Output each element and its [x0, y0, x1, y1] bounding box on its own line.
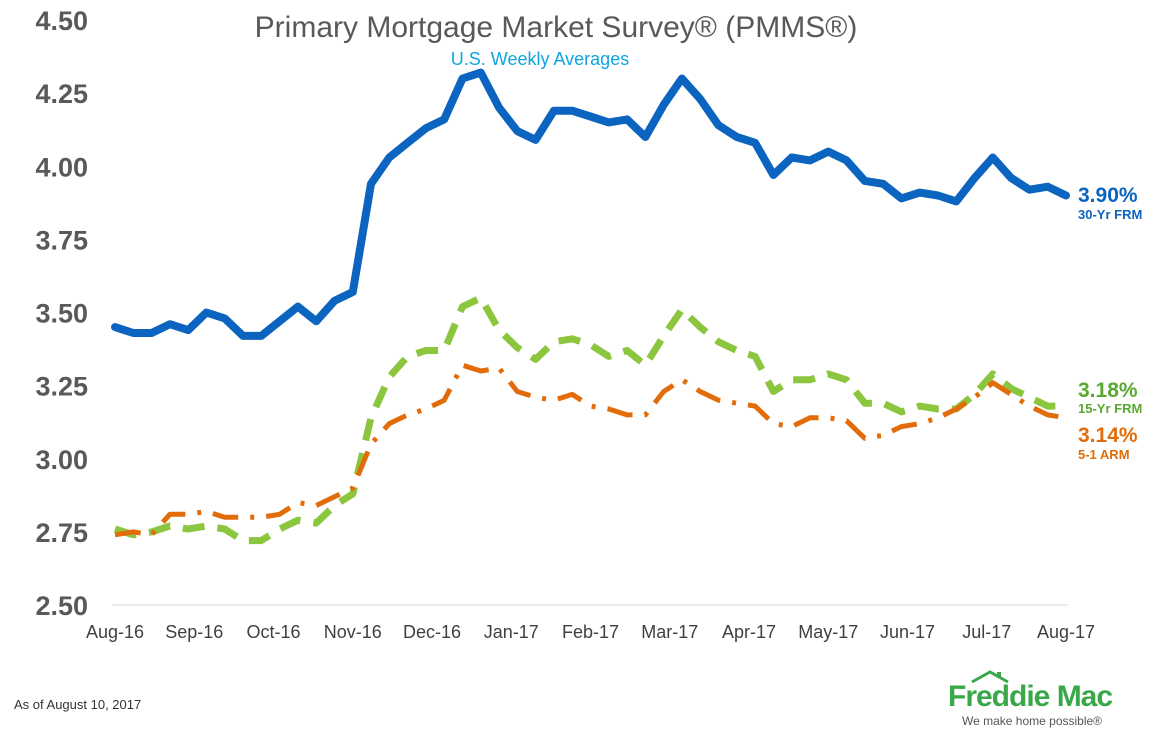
freddie-mac-logo: Freddie Mac We make home possible® — [948, 670, 1138, 728]
x-tick-label: Mar-17 — [641, 622, 698, 642]
as-of-date-note: As of August 10, 2017 — [14, 697, 142, 712]
end-value-label: 3.14% — [1078, 424, 1138, 447]
x-tick-label: Dec-16 — [403, 622, 461, 642]
x-tick-label: Nov-16 — [324, 622, 382, 642]
y-tick-label: 3.00 — [35, 445, 88, 475]
x-tick-label: Jul-17 — [962, 622, 1011, 642]
x-tick-label: Jan-17 — [484, 622, 539, 642]
y-tick-label: 4.00 — [35, 152, 88, 182]
series-line-5-1-arm — [114, 362, 1067, 538]
x-tick-label: Jun-17 — [880, 622, 935, 642]
chart-title: Primary Mortgage Market Survey® (PMMS®) — [255, 11, 858, 44]
chart-subtitle: U.S. Weekly Averages — [451, 49, 629, 69]
logo-tagline: We make home possible® — [962, 714, 1103, 728]
y-tick-label: 3.75 — [35, 225, 88, 255]
y-axis-ticks: 4.50 4.25 4.00 3.75 3.50 3.25 3.00 2.75 2.50 — [35, 6, 88, 621]
x-tick-label: May-17 — [798, 622, 858, 642]
x-tick-label: Sep-16 — [165, 622, 223, 642]
y-tick-label: 3.25 — [35, 372, 88, 402]
series-lines — [111, 68, 1070, 545]
series-line-30-yr-frm — [111, 68, 1070, 340]
y-tick-label: 2.50 — [35, 591, 88, 621]
y-tick-label: 4.50 — [35, 6, 88, 36]
x-axis-ticks: Aug-16 Sep-16 Oct-16 Nov-16 Dec-16 Jan-17 Feb-… — [86, 622, 1095, 642]
x-tick-label: Aug-16 — [86, 622, 144, 642]
end-value-label: 3.18% — [1078, 379, 1138, 402]
y-tick-label: 2.75 — [35, 518, 88, 548]
x-tick-label: Feb-17 — [562, 622, 619, 642]
house-roof-icon — [971, 670, 1009, 684]
x-tick-label: Aug-17 — [1037, 622, 1095, 642]
y-tick-label: 4.25 — [35, 79, 88, 109]
logo-name: Freddie Mac — [948, 680, 1113, 713]
series-name-label: 5-1 ARM — [1078, 447, 1130, 462]
end-value-label: 3.90% — [1078, 184, 1138, 207]
series-end-labels: 3.90%30-Yr FRM 3.18%15-Yr FRM 3.14%5-1 ARM — [1078, 184, 1142, 462]
series-name-label: 15-Yr FRM — [1078, 401, 1142, 416]
series-name-label: 30-Yr FRM — [1078, 207, 1142, 222]
x-tick-label: Apr-17 — [722, 622, 776, 642]
x-tick-label: Oct-16 — [246, 622, 300, 642]
y-tick-label: 3.50 — [35, 299, 88, 329]
